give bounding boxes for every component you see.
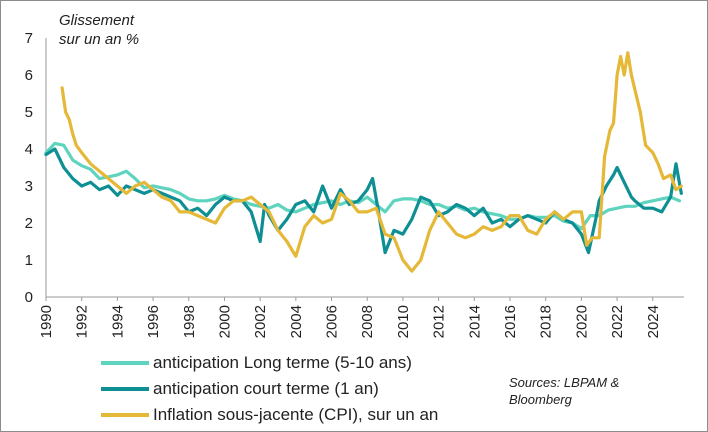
x-tick-label: 2024 bbox=[645, 305, 662, 338]
series-line-core-inflation bbox=[60, 51, 683, 273]
legend-swatch-core-inflation bbox=[101, 413, 149, 417]
x-tick-label: 2014 bbox=[466, 305, 483, 338]
legend-label-core-inflation: Inflation sous-jacente (CPI), sur un an bbox=[153, 405, 439, 424]
legend-item-long-term: anticipation Long terme (5-10 ans) bbox=[101, 350, 438, 376]
x-tick-label: 1992 bbox=[74, 305, 91, 338]
x-tick-label: 2016 bbox=[502, 305, 519, 338]
y-tick-label: 3 bbox=[25, 178, 33, 195]
legend-swatch-long-term bbox=[101, 361, 149, 365]
x-tick-label: 2006 bbox=[324, 305, 341, 338]
y-axis-label-line-1: Glissement bbox=[59, 12, 135, 29]
legend-swatch-short-term bbox=[101, 387, 149, 391]
legend-item-short-term: anticipation court terme (1 an) bbox=[101, 376, 438, 402]
y-tick-label: 0 bbox=[25, 289, 33, 306]
series-line-short-term bbox=[44, 147, 683, 255]
line-chart: 0 1 2 3 4 5 6 7 1990 1992 1994 1996 1998 2000 2002 2004… bbox=[25, 30, 684, 338]
legend-item-core-inflation: Inflation sous-jacente (CPI), sur un an bbox=[101, 402, 438, 428]
legend-label-long-term: anticipation Long terme (5-10 ans) bbox=[153, 353, 412, 372]
y-tick-label: 1 bbox=[25, 252, 33, 269]
x-tick-label: 1990 bbox=[38, 305, 55, 338]
y-axis-label-line-2: sur un an % bbox=[59, 31, 140, 48]
sources-note: Sources: LBPAM & Bloomberg bbox=[509, 375, 620, 407]
y-tick-label: 4 bbox=[25, 141, 33, 158]
x-tick-label: 1998 bbox=[181, 305, 198, 338]
x-tick-label: 1994 bbox=[109, 305, 126, 338]
x-tick-label: 2000 bbox=[216, 305, 233, 338]
y-tick-label: 6 bbox=[25, 67, 33, 84]
x-tick-label: 1996 bbox=[145, 305, 162, 338]
x-tick-label: 2008 bbox=[359, 305, 376, 338]
y-tick-label: 5 bbox=[25, 104, 33, 121]
x-tick-label: 2022 bbox=[609, 305, 626, 338]
y-axis-label: Glissement sur un an % bbox=[59, 11, 139, 49]
legend: anticipation Long terme (5-10 ans) antic… bbox=[101, 350, 438, 428]
series-line-long-term bbox=[44, 141, 682, 231]
x-tick-label: 2002 bbox=[252, 305, 269, 338]
x-tick-label: 2018 bbox=[538, 305, 555, 338]
y-tick-label: 2 bbox=[25, 215, 33, 232]
x-tick-label: 2020 bbox=[573, 305, 590, 338]
legend-label-short-term: anticipation court terme (1 an) bbox=[153, 379, 379, 398]
x-tick-label: 2004 bbox=[288, 305, 305, 338]
x-tick-label: 2010 bbox=[395, 305, 412, 338]
y-tick-label: 7 bbox=[25, 30, 33, 47]
x-tick-label: 2012 bbox=[431, 305, 448, 338]
